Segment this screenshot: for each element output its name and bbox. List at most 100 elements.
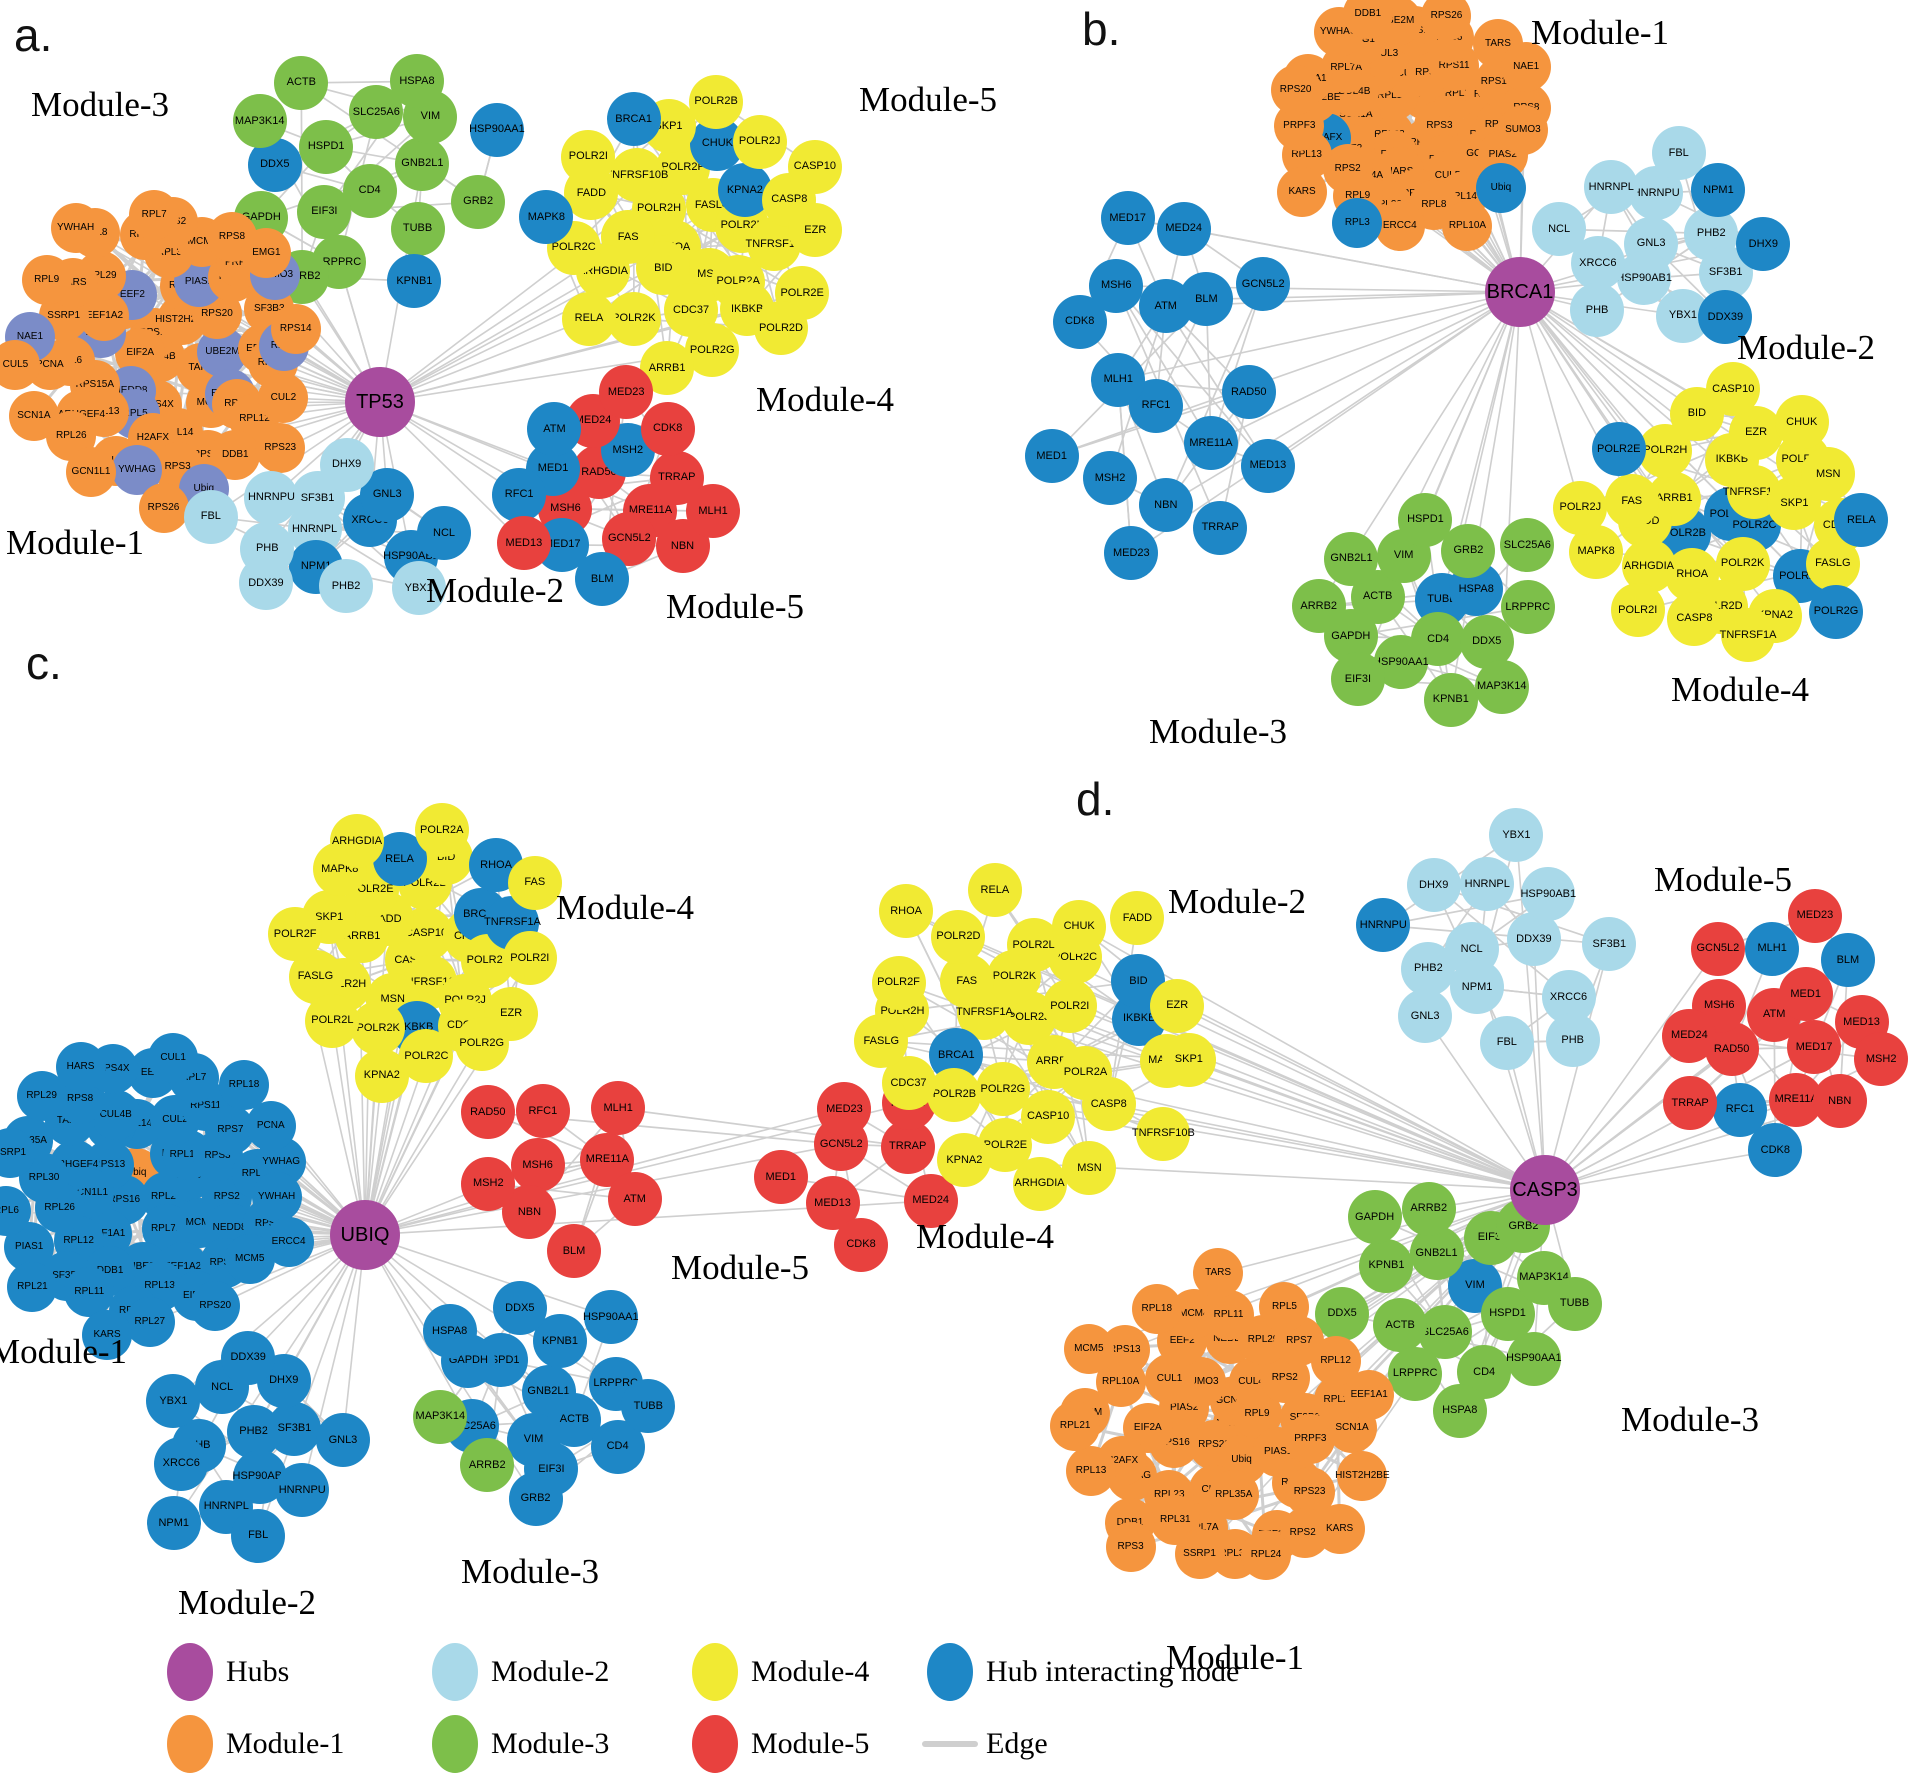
- node-EZR[interactable]: EZR: [788, 203, 843, 258]
- node-DDX5[interactable]: DDX5: [492, 1281, 547, 1336]
- node-RELA[interactable]: RELA: [967, 863, 1022, 918]
- node-KARS[interactable]: KARS: [82, 1309, 133, 1360]
- node-RHOA[interactable]: RHOA: [879, 884, 934, 939]
- node-MSH2[interactable]: MSH2: [461, 1156, 516, 1211]
- node-HSPA8[interactable]: HSPA8: [422, 1304, 477, 1358]
- node-MED23[interactable]: MED23: [1787, 888, 1842, 943]
- node-SCN1A[interactable]: SCN1A: [8, 390, 59, 441]
- node-FAS[interactable]: FAS: [939, 954, 994, 1008]
- node-TNFRSF10B[interactable]: TNFRSF10B: [1132, 1106, 1195, 1161]
- node-PHB2[interactable]: PHB2: [1401, 941, 1456, 996]
- node-DHX9[interactable]: DHX9: [319, 437, 374, 492]
- node-RPS20[interactable]: RPS20: [190, 1281, 241, 1332]
- node-ARHGDIA[interactable]: ARHGDIA: [1012, 1156, 1067, 1211]
- node-TUBB[interactable]: TUBB: [621, 1379, 676, 1434]
- node-KPNB1[interactable]: KPNB1: [1423, 672, 1478, 727]
- node-POLR2B[interactable]: POLR2B: [927, 1067, 982, 1122]
- node-EIF3I[interactable]: EIF3I: [1330, 652, 1385, 707]
- node-BLM[interactable]: BLM: [547, 1224, 601, 1279]
- node-FBL[interactable]: FBL: [183, 489, 238, 544]
- node-TNFRSF10B[interactable]: TNFRSF10B: [605, 148, 668, 203]
- node-GNB2L1[interactable]: GNB2L1: [1409, 1226, 1464, 1281]
- node-BLM[interactable]: BLM: [1820, 933, 1875, 988]
- node-SF3B1[interactable]: SF3B1: [290, 471, 345, 526]
- node-CASP8[interactable]: CASP8: [1081, 1077, 1136, 1132]
- node-CUL1[interactable]: CUL1: [148, 1032, 199, 1083]
- node-DDX5[interactable]: DDX5: [1459, 614, 1514, 669]
- node-ARRB2[interactable]: ARRB2: [1401, 1181, 1456, 1236]
- node-RAD50[interactable]: RAD50: [1221, 365, 1276, 420]
- node-KARS[interactable]: KARS: [1277, 166, 1328, 217]
- node-RPS26[interactable]: RPS26: [1421, 0, 1472, 41]
- node-RPS23[interactable]: RPS23: [255, 422, 306, 473]
- node-SF3B1[interactable]: SF3B1: [1582, 917, 1637, 972]
- node-TUBB[interactable]: TUBB: [1547, 1276, 1602, 1331]
- node-RPL11[interactable]: RPL11: [1203, 1290, 1254, 1341]
- node-MAP3K14[interactable]: MAP3K14: [232, 94, 287, 149]
- node-ARHGDIA[interactable]: ARHGDIA: [330, 814, 385, 869]
- node-MED24[interactable]: MED24: [1156, 201, 1211, 256]
- node-RFC1[interactable]: RFC1: [492, 467, 547, 522]
- node-GAPDH[interactable]: GAPDH: [1347, 1190, 1402, 1245]
- node-KPNA2[interactable]: KPNA2: [354, 1048, 409, 1103]
- node-DDX39[interactable]: DDX39: [221, 1330, 276, 1385]
- node-CUL2[interactable]: CUL2: [258, 372, 309, 423]
- node-MRE11A[interactable]: MRE11A: [1184, 416, 1238, 471]
- node-EEF1A1[interactable]: EEF1A1: [1344, 1370, 1395, 1421]
- node-KPNB1[interactable]: KPNB1: [387, 254, 442, 309]
- node-NBN[interactable]: NBN: [1812, 1074, 1867, 1129]
- node-NCL[interactable]: NCL: [1532, 202, 1587, 257]
- node-KPNB1[interactable]: KPNB1: [1359, 1238, 1414, 1293]
- node-GNL3[interactable]: GNL3: [1398, 989, 1453, 1044]
- node-POLR2D[interactable]: POLR2D: [931, 909, 986, 964]
- node-RPL27[interactable]: RPL27: [124, 1297, 175, 1348]
- node-MLH1[interactable]: MLH1: [686, 484, 741, 539]
- node-CASP10[interactable]: CASP10: [1706, 362, 1761, 417]
- node-HIST2H2BE[interactable]: HIST2H2BE: [1335, 1450, 1390, 1501]
- node-BLM[interactable]: BLM: [575, 552, 630, 607]
- node-HARS[interactable]: HARS: [55, 1042, 106, 1092]
- node-MSN[interactable]: MSN: [1801, 447, 1856, 501]
- node-BRCA1[interactable]: BRCA1: [606, 92, 661, 147]
- node-HNRNPU[interactable]: HNRNPU: [1356, 898, 1411, 953]
- node-GCN5L2[interactable]: GCN5L2: [1236, 257, 1291, 312]
- node-SUMO3[interactable]: SUMO3: [1497, 104, 1548, 155]
- node-RPL5[interactable]: RPL5: [1259, 1281, 1310, 1332]
- node-CDK8[interactable]: CDK8: [834, 1217, 889, 1272]
- node-GRB2[interactable]: GRB2: [508, 1471, 563, 1526]
- node-TNFRSF1A[interactable]: TNFRSF1A: [1720, 608, 1776, 663]
- node-CDK8[interactable]: CDK8: [1052, 294, 1107, 349]
- node-DHX9[interactable]: DHX9: [1736, 217, 1791, 272]
- node-RPL13[interactable]: RPL13: [1066, 1446, 1117, 1497]
- node-GNB2L1[interactable]: GNB2L1: [395, 136, 450, 191]
- node-NCL[interactable]: NCL: [417, 506, 472, 561]
- node-EIF3I[interactable]: EIF3I: [297, 184, 352, 239]
- node-ATM[interactable]: ATM: [607, 1172, 662, 1227]
- node-ARRB2[interactable]: ARRB2: [1291, 579, 1346, 634]
- node-RPL18[interactable]: RPL18: [219, 1059, 270, 1110]
- node-MSH2[interactable]: MSH2: [1854, 1032, 1909, 1087]
- node-RPL7[interactable]: RPL7: [129, 189, 180, 240]
- node-SKP1[interactable]: SKP1: [1161, 1032, 1216, 1087]
- node-FAS[interactable]: FAS: [1604, 474, 1659, 529]
- node-ARRB2[interactable]: ARRB2: [460, 1438, 515, 1493]
- node-MED1[interactable]: MED1: [753, 1150, 808, 1205]
- node-ERCC4[interactable]: ERCC4: [1374, 200, 1425, 251]
- node-YWHAH[interactable]: YWHAH: [50, 202, 101, 253]
- node-MLH1[interactable]: MLH1: [591, 1081, 646, 1136]
- node-MED24[interactable]: MED24: [1662, 1008, 1717, 1063]
- node-PHB[interactable]: PHB: [1545, 1013, 1600, 1068]
- node-GNL3[interactable]: GNL3: [315, 1413, 370, 1468]
- node-Ubiq[interactable]: Ubiq: [1475, 163, 1526, 214]
- node-MSH6[interactable]: MSH6: [510, 1138, 565, 1193]
- node-PCNA[interactable]: PCNA: [245, 1101, 296, 1152]
- node-GNB2L1[interactable]: GNB2L1: [1324, 531, 1379, 586]
- node-GRB2[interactable]: GRB2: [451, 174, 506, 229]
- node-MED13[interactable]: MED13: [1240, 438, 1295, 493]
- node-YBX1[interactable]: YBX1: [1489, 808, 1544, 863]
- node-FBL[interactable]: FBL: [231, 1508, 286, 1563]
- node-MED17[interactable]: MED17: [1100, 191, 1155, 246]
- node-NPM1[interactable]: NPM1: [146, 1496, 201, 1551]
- node-NBN[interactable]: NBN: [1138, 478, 1193, 533]
- node-MED13[interactable]: MED13: [496, 516, 551, 571]
